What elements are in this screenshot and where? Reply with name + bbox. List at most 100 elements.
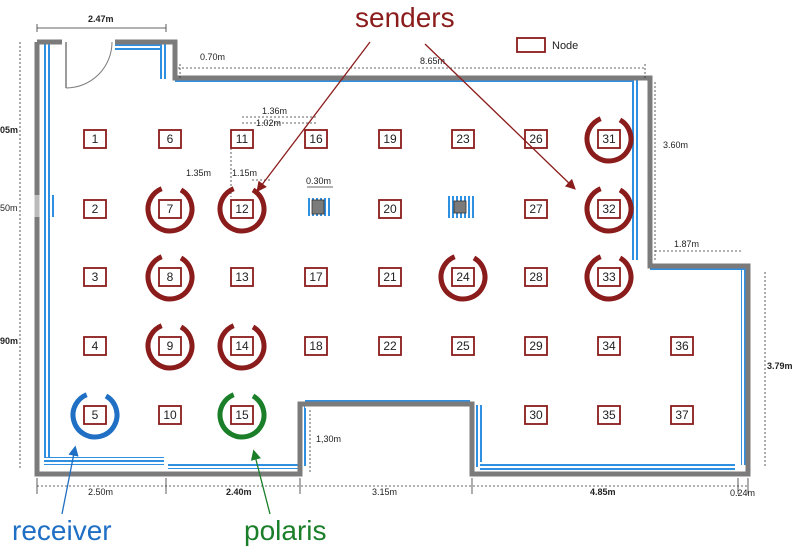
node-27: 27 — [524, 199, 548, 219]
dim-1-02: 1.02m — [256, 118, 281, 128]
node-30: 30 — [524, 405, 548, 425]
node-box-27 — [524, 199, 548, 219]
node-box-7 — [158, 199, 182, 219]
node-box-5 — [83, 405, 107, 425]
node-box-30 — [524, 405, 548, 425]
node-31: 31 — [597, 129, 621, 149]
node-box-24 — [451, 267, 475, 287]
node-label-14: 14 — [235, 339, 249, 353]
node-label-16: 16 — [309, 132, 323, 146]
node-13: 13 — [230, 267, 254, 287]
node-ring-33 — [584, 252, 634, 302]
node-29: 29 — [524, 336, 548, 356]
node-19: 19 — [378, 129, 402, 149]
node-label-17: 17 — [309, 270, 323, 284]
node-ring-8 — [145, 252, 195, 302]
node-11: 11 — [230, 129, 254, 149]
node-box-11 — [230, 129, 254, 149]
annotation-arrows — [61, 41, 576, 515]
pillars — [306, 196, 474, 218]
node-box-16 — [304, 129, 328, 149]
node-box-10 — [158, 405, 182, 425]
door — [65, 41, 113, 89]
node-box-17 — [304, 267, 328, 287]
node-box-22 — [378, 336, 402, 356]
nodes: 1234567891011121314151617181920212223242… — [83, 129, 694, 425]
dim-left-lower: 90m — [0, 336, 18, 346]
node-label-26: 26 — [529, 132, 543, 146]
node-box-1 — [83, 129, 107, 149]
node-label-20: 20 — [383, 202, 397, 216]
node-label-21: 21 — [383, 270, 397, 284]
node-label-15: 15 — [235, 408, 249, 422]
node-box-15 — [230, 405, 254, 425]
node-2: 2 — [83, 199, 107, 219]
node-37: 37 — [670, 405, 694, 425]
dim-right-lower: 3.79m — [767, 361, 793, 371]
polaris-label: polaris — [244, 515, 326, 546]
node-ring-31 — [584, 114, 634, 164]
node-label-18: 18 — [309, 339, 323, 353]
node-box-9 — [158, 336, 182, 356]
node-box-37 — [670, 405, 694, 425]
node-18: 18 — [304, 336, 328, 356]
node-box-28 — [524, 267, 548, 287]
node-label-24: 24 — [456, 270, 470, 284]
legend-node-label: Node — [552, 40, 578, 52]
node-box-35 — [597, 405, 621, 425]
node-9: 9 — [158, 336, 182, 356]
node-box-25 — [451, 336, 475, 356]
walls — [34, 39, 751, 477]
node-label-37: 37 — [675, 408, 689, 422]
senders-label: senders — [355, 2, 455, 33]
node-21: 21 — [378, 267, 402, 287]
dim-bottom-5: 0.24m — [730, 488, 755, 498]
dim-bottom-2: 2.40m — [226, 487, 252, 497]
node-7: 7 — [158, 199, 182, 219]
node-label-22: 22 — [383, 339, 397, 353]
node-box-14 — [230, 336, 254, 356]
dim-bottom-1: 2.50m — [88, 487, 113, 497]
legend: Node — [516, 37, 578, 53]
node-label-33: 33 — [602, 270, 616, 284]
node-box-3 — [83, 267, 107, 287]
dim-0-30: 0.30m — [306, 176, 331, 186]
node-box-6 — [158, 129, 182, 149]
node-label-34: 34 — [602, 339, 616, 353]
node-25: 25 — [451, 336, 475, 356]
node-ring-24 — [438, 252, 488, 302]
node-23: 23 — [451, 129, 475, 149]
node-label-28: 28 — [529, 270, 543, 284]
node-label-9: 9 — [167, 339, 174, 353]
node-17: 17 — [304, 267, 328, 287]
node-box-36 — [670, 336, 694, 356]
dim-right-step: 1.87m — [674, 239, 699, 249]
node-32: 32 — [597, 199, 621, 219]
dim-1-35: 1.35m — [186, 168, 211, 178]
node-box-23 — [451, 129, 475, 149]
node-label-6: 6 — [167, 132, 174, 146]
dim-top-left: 2.47m — [88, 14, 114, 24]
node-ring-9 — [145, 321, 195, 371]
node-label-30: 30 — [529, 408, 543, 422]
node-box-33 — [597, 267, 621, 287]
node-label-29: 29 — [529, 339, 543, 353]
node-label-13: 13 — [235, 270, 249, 284]
node-ring-7 — [145, 184, 195, 234]
node-3: 3 — [83, 267, 107, 287]
node-label-8: 8 — [167, 270, 174, 284]
node-box-34 — [597, 336, 621, 356]
node-box-21 — [378, 267, 402, 287]
node-label-25: 25 — [456, 339, 470, 353]
node-14: 14 — [230, 336, 254, 356]
dim-notch: 1,30m — [316, 434, 341, 444]
node-22: 22 — [378, 336, 402, 356]
node-box-26 — [524, 129, 548, 149]
legend-node-swatch — [516, 37, 546, 53]
dim-left-top: 05m — [0, 125, 18, 135]
node-label-10: 10 — [163, 408, 177, 422]
dim-left-mid: 50m — [0, 203, 18, 213]
node-label-19: 19 — [383, 132, 397, 146]
node-8: 8 — [158, 267, 182, 287]
